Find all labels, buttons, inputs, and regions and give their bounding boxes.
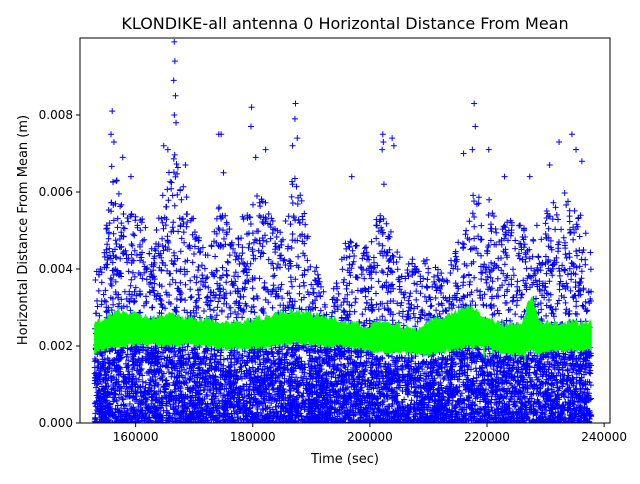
chart-title: KLONDIKE-all antenna 0 Horizontal Distan… — [121, 14, 568, 33]
outlier-point — [578, 158, 585, 165]
outlier-point — [218, 131, 225, 138]
y-tick-label: 0.002 — [39, 339, 73, 353]
outlier-point — [348, 173, 355, 180]
outlier-point — [164, 146, 171, 153]
outlier-point — [460, 150, 467, 157]
y-axis: 0.000 0.002 0.004 0.006 0.008 — [39, 108, 80, 430]
outlier-point — [252, 154, 259, 161]
outlier-point — [546, 162, 553, 169]
x-tick-label: 220000 — [464, 430, 510, 444]
outlier-point — [119, 154, 126, 161]
x-axis: 160000 180000 200000 220000 240000 — [113, 423, 627, 444]
outlier-point — [379, 131, 386, 138]
outlier-point — [485, 146, 492, 153]
outlier-point — [110, 138, 117, 145]
y-axis-label: Horizontal Distance From Mean (m) — [16, 115, 31, 345]
outlier-point — [289, 142, 296, 149]
outlier-point — [182, 162, 189, 169]
x-tick-label: 160000 — [113, 430, 159, 444]
outlier-point — [109, 108, 116, 115]
x-tick-label: 240000 — [581, 430, 627, 444]
outlier-point — [172, 92, 179, 99]
y-tick-label: 0.004 — [39, 262, 73, 276]
y-tick-label: 0.000 — [39, 416, 73, 430]
outlier-point — [380, 138, 387, 145]
outlier-point — [220, 169, 227, 176]
outlier-point — [471, 100, 478, 107]
outlier-point — [291, 115, 298, 122]
outlier-point — [568, 131, 575, 138]
outlier-point — [171, 38, 178, 45]
x-tick-label: 180000 — [230, 430, 276, 444]
outlier-point — [501, 173, 508, 180]
outlier-point — [127, 173, 134, 180]
outlier-point — [248, 104, 255, 111]
x-axis-label: Time (sec) — [310, 452, 379, 467]
outlier-point — [108, 131, 115, 138]
outlier-point — [379, 146, 386, 153]
y-tick-label: 0.006 — [39, 185, 73, 199]
outlier-point — [171, 112, 178, 118]
y-tick-label: 0.008 — [39, 108, 73, 122]
outlier-point — [248, 123, 255, 130]
outlier-point — [170, 77, 177, 84]
outlier-point — [573, 146, 580, 153]
outlier-point — [556, 138, 563, 145]
outlier-point — [469, 146, 476, 153]
data-layer — [91, 38, 595, 423]
outlier-point — [380, 181, 387, 188]
outlier-point — [389, 135, 396, 142]
outlier-point — [173, 119, 180, 126]
outlier-point — [390, 142, 397, 149]
outlier-point — [472, 123, 479, 130]
x-tick-label: 200000 — [347, 430, 393, 444]
outlier-point — [294, 135, 301, 142]
outlier-point — [526, 173, 533, 180]
plot-frame — [79, 37, 611, 424]
series-blue-markers — [91, 38, 595, 423]
outlier-point — [160, 142, 167, 149]
outlier-point — [262, 146, 269, 153]
outlier-point — [171, 58, 178, 65]
outlier-point — [292, 100, 299, 107]
